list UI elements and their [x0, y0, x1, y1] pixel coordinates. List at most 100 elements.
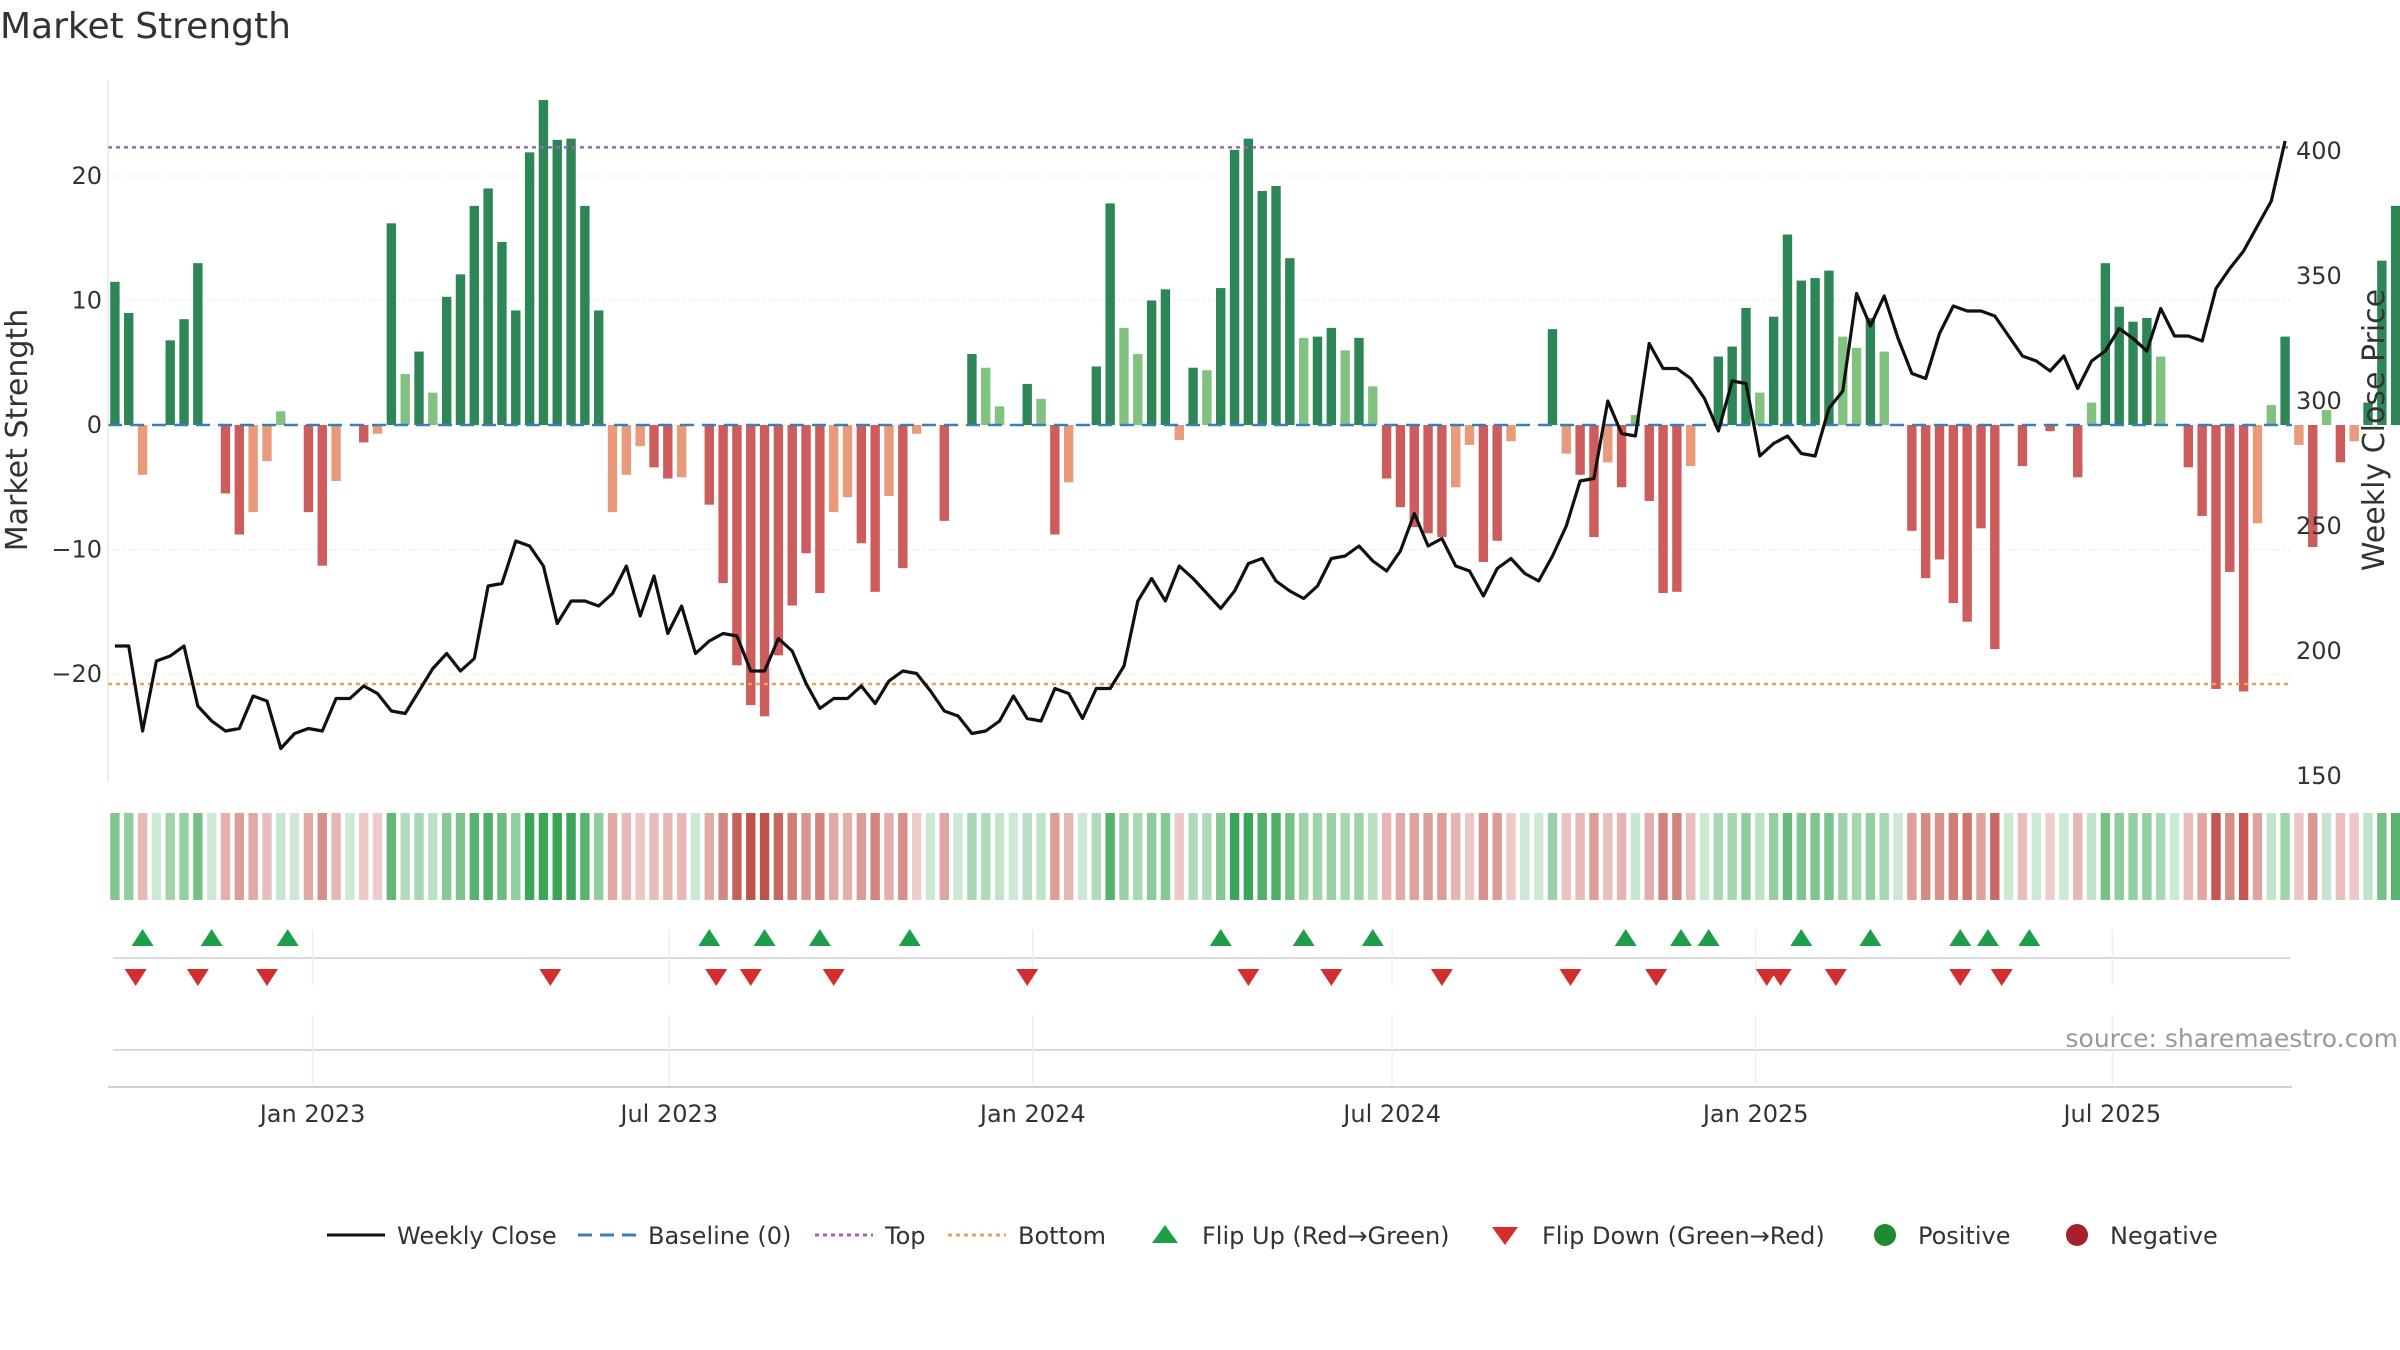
flip-down-marker — [1645, 969, 1668, 986]
negative-bar — [1381, 425, 1392, 479]
negative-bar — [372, 425, 383, 434]
negative-bar — [2252, 425, 2263, 524]
heat-cell — [151, 813, 162, 900]
legend-triangle-up-icon — [1152, 1225, 1178, 1243]
heat-cell — [690, 813, 701, 900]
negative-bar — [303, 425, 314, 513]
flip-down-marker — [1237, 969, 1260, 986]
heat-cell — [1630, 813, 1641, 900]
heat-cell — [1312, 813, 1323, 900]
negative-bar — [2183, 425, 2194, 468]
positive-bar — [2377, 260, 2387, 425]
flip-up-marker — [276, 929, 299, 946]
negative-bar — [1686, 425, 1696, 467]
heat-cell — [2225, 813, 2235, 900]
heat-cell — [676, 813, 687, 900]
flip-up-marker — [2018, 929, 2041, 946]
negative-bar — [1934, 425, 1945, 560]
heat-cell — [842, 813, 853, 900]
heat-cell — [2252, 813, 2263, 900]
positive-bar — [1105, 203, 1115, 425]
negative-bar — [870, 425, 880, 592]
negative-bar — [1478, 425, 1489, 562]
positive-bar — [1271, 185, 1281, 425]
negative-bar — [1492, 425, 1502, 541]
heat-cell — [1188, 813, 1198, 900]
positive-bar — [1713, 356, 1724, 425]
negative-bar — [1603, 425, 1613, 463]
heat-cell — [1686, 813, 1696, 900]
flip-down-marker — [822, 969, 845, 986]
negative-bar — [1920, 425, 1931, 579]
strength-bars — [110, 100, 2400, 717]
heat-cell — [594, 813, 604, 900]
heat-cell — [1796, 813, 1806, 900]
positive-bar — [1188, 367, 1198, 425]
heat-cell — [2211, 813, 2221, 900]
heat-cell — [1810, 813, 1820, 900]
positive-bar — [552, 139, 562, 425]
positive-bar — [1022, 383, 1032, 425]
strength-heat-strip — [110, 813, 2400, 900]
heat-cell — [483, 813, 493, 900]
positive-bar — [1133, 354, 1143, 425]
legend-label: Positive — [1918, 1222, 2011, 1250]
positive-bar — [511, 310, 521, 425]
heat-cell — [220, 813, 231, 900]
heat-cell — [2086, 813, 2097, 900]
negative-bar — [746, 425, 756, 706]
heat-cell — [1354, 813, 1364, 900]
heat-cell — [1423, 813, 1433, 900]
heat-cell — [2363, 813, 2373, 900]
heat-cell — [1741, 813, 1751, 900]
heat-cell — [1216, 813, 1226, 900]
negative-bar — [2225, 425, 2235, 572]
negative-bar — [2211, 425, 2221, 689]
flip-up-marker — [1697, 929, 1720, 946]
left-tick-label: −20 — [51, 660, 102, 688]
heat-cell — [1893, 813, 1903, 900]
axes: −20 −10 0 10 20 150 200 250 300 350 400 Jan 2023 Jul… — [51, 80, 2342, 1128]
heat-cell — [746, 813, 756, 900]
left-tick-label: 0 — [87, 411, 102, 439]
positive-bar — [1851, 347, 1862, 425]
negative-bar — [331, 425, 341, 482]
heat-cell — [414, 813, 424, 900]
heat-cell — [1616, 813, 1627, 900]
heat-cell — [2169, 813, 2180, 900]
heat-cell — [2280, 813, 2290, 900]
flip-up-marker — [898, 929, 921, 946]
positive-bar — [1782, 234, 1793, 425]
heat-cell — [718, 813, 728, 900]
flip-down-marker — [705, 969, 728, 986]
chart-title: Market Strength — [0, 6, 291, 47]
positive-bar — [1216, 288, 1226, 425]
negative-bar — [248, 425, 258, 513]
right-tick-label: 300 — [2296, 387, 2342, 415]
bottom-panel — [108, 1015, 2292, 1088]
negative-bar — [2017, 425, 2028, 467]
heat-cell — [1879, 813, 1889, 900]
heat-cell — [704, 813, 714, 900]
positive-bar — [1229, 149, 1240, 426]
heat-cell — [1146, 813, 1157, 900]
flip-up-marker — [1209, 929, 1232, 946]
heat-cell — [2183, 813, 2194, 900]
positive-bar — [193, 263, 203, 425]
heat-cell — [1520, 813, 1530, 900]
positive-bar — [428, 392, 438, 425]
negative-bar — [856, 425, 867, 544]
negative-bar — [1464, 425, 1475, 445]
legend-label: Bottom — [1018, 1222, 1106, 1250]
legend-label: Negative — [2110, 1222, 2218, 1250]
flip-up-marker — [1976, 929, 1999, 946]
heat-cell — [2377, 813, 2387, 900]
heat-cell — [511, 813, 521, 900]
negative-bar — [704, 425, 714, 505]
positive-bar — [1146, 300, 1157, 425]
heat-cell — [1451, 813, 1461, 900]
left-tick-label: 10 — [71, 287, 102, 315]
heat-cell — [1782, 813, 1793, 900]
negative-bar — [828, 425, 839, 513]
positive-bar — [386, 223, 397, 425]
